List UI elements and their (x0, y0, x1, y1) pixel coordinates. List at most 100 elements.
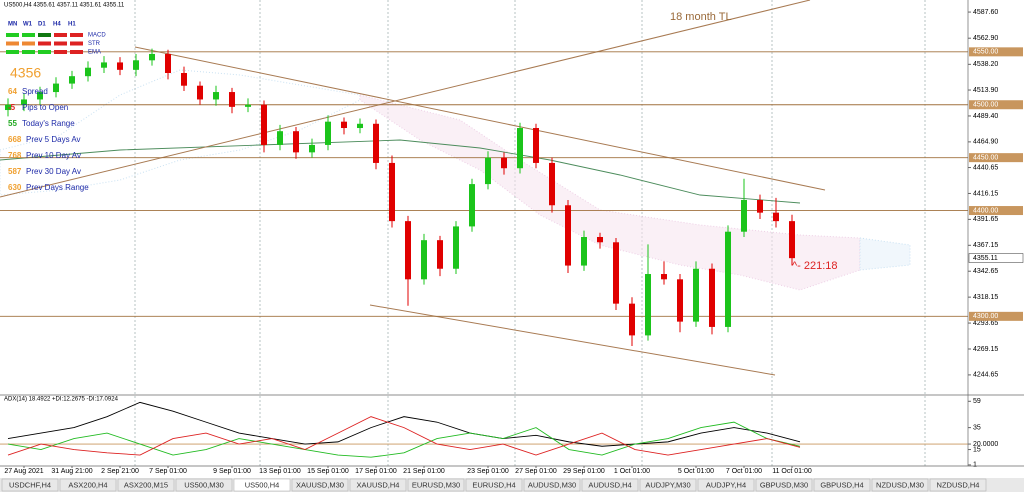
y-tick-label: 4391.65 (973, 216, 998, 223)
tab[interactable] (465, 478, 523, 492)
candle (549, 157, 555, 213)
info-label: Prev 10 Day Av (26, 151, 81, 160)
info-num: 668 (8, 135, 22, 144)
candle (405, 215, 411, 306)
candle (757, 194, 763, 220)
tab[interactable] (233, 478, 291, 492)
level-badge (969, 311, 1023, 321)
x-tick-label: 9 Sep 01:00 (213, 468, 251, 475)
tabs: USDCHF,H4 ASX200,H4 ASX200,M15 US500,M30 US5… (1, 478, 987, 492)
tab-label[interactable]: NZDUSD,H4 (937, 480, 980, 489)
level-label: 4500.00 (973, 102, 998, 109)
candle (773, 197, 779, 228)
tab[interactable] (349, 478, 407, 492)
tab-label[interactable]: AUDUSD,M30 (528, 480, 576, 489)
y-tick-label: 4562.90 (973, 35, 998, 42)
tab[interactable] (871, 478, 929, 492)
tab[interactable] (1, 478, 59, 492)
tab-label[interactable]: USDCHF,H4 (9, 480, 51, 489)
info-num: 64 (8, 87, 17, 96)
signal-cell (22, 33, 35, 37)
tab-label[interactable]: GBPUSD,H4 (820, 480, 863, 489)
candle-body (421, 240, 427, 280)
candle-body (437, 240, 443, 269)
y-tick-label: 4293.65 (973, 320, 998, 327)
info-label: Pips to Open (22, 103, 68, 112)
tab[interactable] (813, 478, 871, 492)
candle-body (757, 199, 763, 213)
signal-cell (38, 50, 51, 54)
tab[interactable] (407, 478, 465, 492)
tab[interactable] (929, 478, 987, 492)
tab-label[interactable]: EURUSD,M30 (412, 480, 460, 489)
candle (645, 244, 651, 341)
candle-body (197, 85, 203, 100)
y-tick-label: 4367.15 (973, 242, 998, 249)
candle-body (85, 67, 91, 77)
tab-label[interactable]: AUDJPY,H4 (706, 480, 746, 489)
candle (245, 98, 251, 113)
tab[interactable] (175, 478, 233, 492)
candle (293, 126, 299, 159)
candle (581, 230, 587, 271)
annotation: ^- 221:18 (792, 260, 838, 272)
candle-body (165, 53, 171, 74)
indicator-tick-label: 20.0000 (973, 441, 998, 448)
candle-body (373, 123, 379, 163)
level-badge (969, 206, 1023, 216)
tab-label[interactable]: US500,M30 (184, 480, 224, 489)
indicator-tick-label: 1 (973, 462, 977, 469)
tab-label[interactable]: EURUSD,H4 (472, 480, 515, 489)
candle (437, 235, 443, 277)
candle (181, 66, 187, 91)
candle (389, 155, 395, 228)
tab-label[interactable]: US500,H4 (245, 480, 280, 489)
tab[interactable] (523, 478, 581, 492)
tab[interactable] (59, 478, 117, 492)
candle-body (485, 157, 491, 185)
tab-label[interactable]: XAUUSD,H4 (357, 480, 400, 489)
candle-body (293, 131, 299, 153)
candle-body (261, 104, 267, 145)
tab-label[interactable]: XAUUSD,M30 (296, 480, 344, 489)
indicator-line (7, 416, 801, 456)
candle (21, 93, 27, 112)
info-label: Today's Range (22, 119, 75, 128)
tab-label[interactable]: NZDUSD,M30 (876, 480, 924, 489)
candle-body (309, 144, 315, 153)
y-tick-label: 4244.65 (973, 372, 998, 379)
tab[interactable] (117, 478, 175, 492)
y-tick-label: 4318.15 (973, 294, 998, 301)
tab-label[interactable]: GBPUSD,M30 (760, 480, 808, 489)
tab[interactable] (291, 478, 349, 492)
header: US500,H4 4355.61 4357.11 4351.61 4355.11 (4, 3, 125, 9)
candle (517, 122, 523, 174)
candle (789, 214, 795, 266)
candle (693, 261, 699, 327)
candle-body (69, 76, 75, 84)
tab[interactable] (755, 478, 813, 492)
candle-body (741, 199, 747, 232)
tab[interactable] (639, 478, 697, 492)
y-tick-label: 4440.65 (973, 164, 998, 171)
current-price-label: 4355.11 (973, 255, 998, 262)
signal-cell (70, 33, 83, 37)
candle-body (645, 274, 651, 336)
level-badge (969, 100, 1023, 110)
timeframe: MN (8, 22, 17, 28)
tab[interactable] (697, 478, 755, 492)
x-tick-label: 11 Oct 01:00 (772, 468, 812, 475)
tab-label[interactable]: ASX200,H4 (68, 480, 107, 489)
candle-body (677, 279, 683, 322)
tab-label[interactable]: AUDJPY,M30 (645, 480, 690, 489)
candle-body (405, 221, 411, 280)
signal-cell (70, 50, 83, 54)
tab-label[interactable]: AUDUSD,H4 (588, 480, 631, 489)
candle (53, 77, 59, 98)
candle-body (629, 303, 635, 336)
level-label: 4300.00 (973, 313, 998, 320)
tab-label[interactable]: ASX200,M15 (124, 480, 168, 489)
tab[interactable] (581, 478, 639, 492)
signal-cell (54, 50, 67, 54)
